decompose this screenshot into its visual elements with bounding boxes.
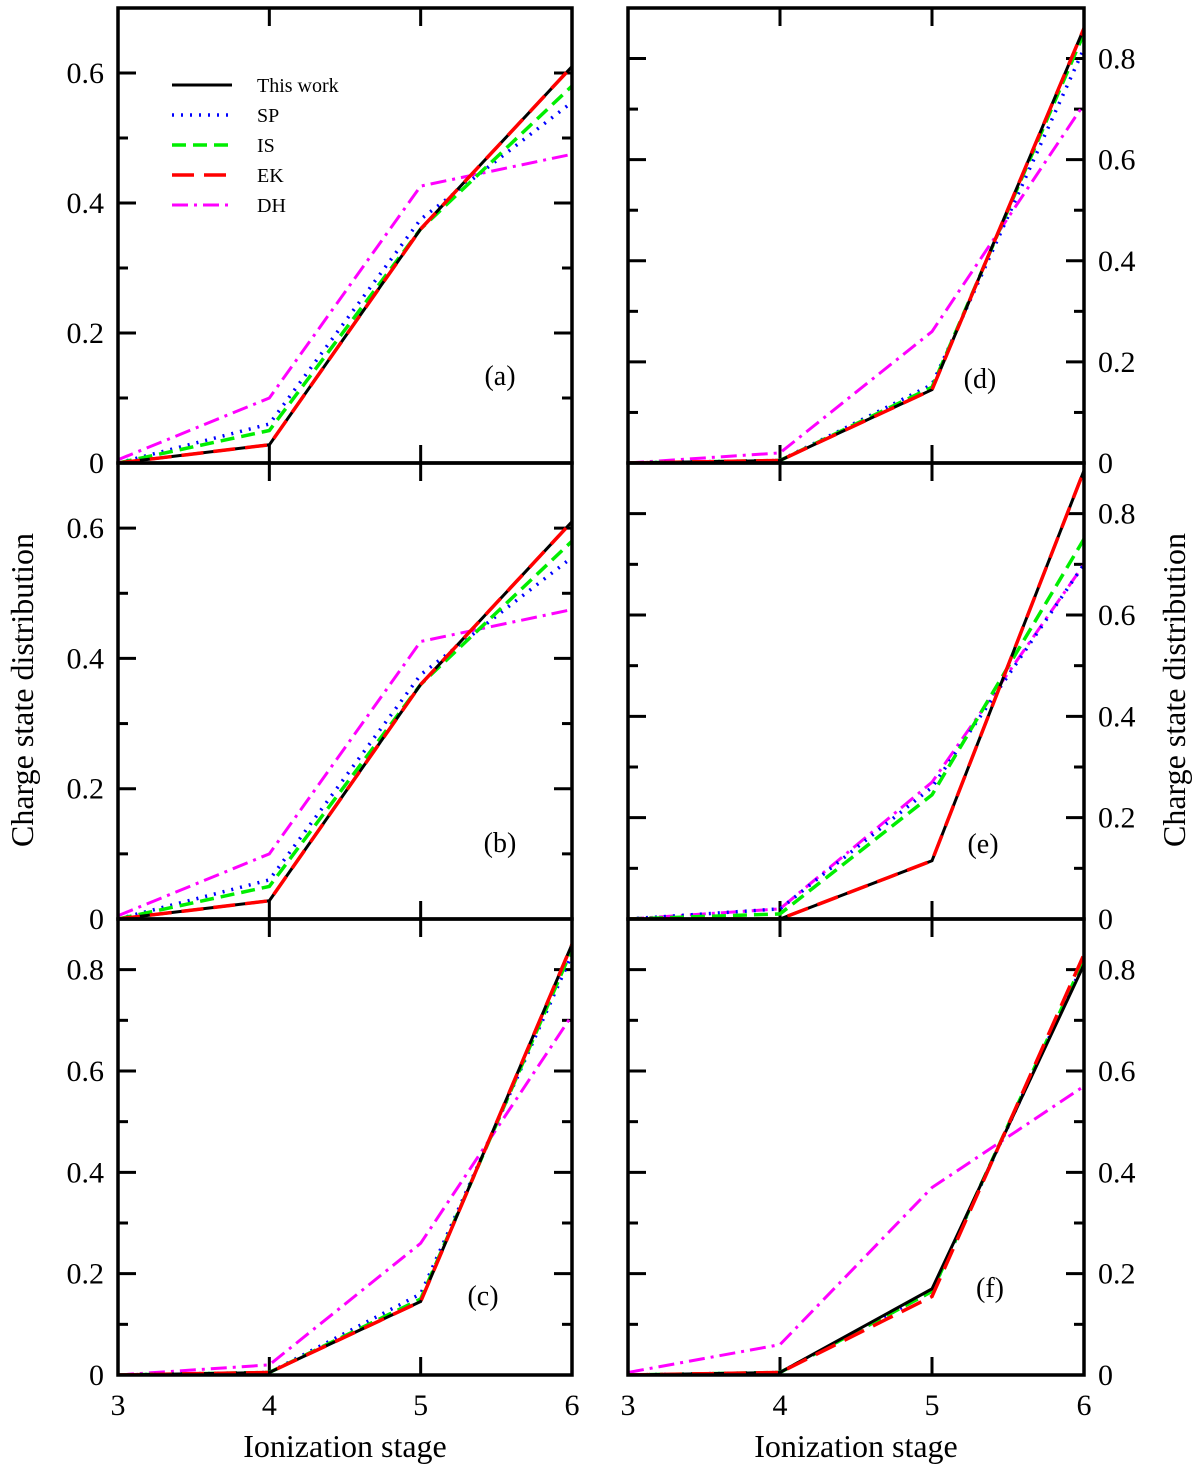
series-this-work (118, 520, 572, 919)
y-tick-label: 0.6 (1098, 1055, 1136, 1088)
y-tick-label: 0.2 (1098, 1258, 1136, 1291)
y-tick-label: 0.8 (1098, 43, 1136, 76)
x-axis-label: Ionization stage (754, 1428, 957, 1464)
series-sp (628, 563, 1084, 919)
y-tick-label: 0 (1098, 1359, 1113, 1392)
y-tick-label: 0.6 (67, 1055, 105, 1088)
panel-label: (d) (964, 364, 997, 395)
series-sp (628, 47, 1084, 463)
series-ek (118, 943, 572, 1375)
y-tick-label: 0.2 (1098, 346, 1136, 379)
series-is (118, 948, 572, 1375)
panel-d: 0 0.2 0.4 0.6 0.8 (d) (626, 6, 1136, 480)
panel-a: 0 0.2 0.4 0.6 (a) (67, 6, 574, 480)
y-tick-label: 0.2 (1098, 802, 1136, 835)
panel-c: 0 0.2 0.4 0.6 0.8 (c) 3 4 5 6 Ionization stage (67, 917, 580, 1464)
panel-frame (626, 917, 1086, 1377)
x-tick-label: 6 (565, 1389, 580, 1422)
y-tick-label: 0.2 (67, 773, 105, 806)
x-tick-label: 4 (773, 1389, 788, 1422)
panel-label: (c) (467, 1281, 498, 1312)
y-tick-label: 0.2 (67, 1258, 105, 1291)
y-axis-label-left: Charge state distribution (4, 533, 40, 847)
series-is (628, 32, 1084, 463)
x-tick-label: 4 (262, 1389, 277, 1422)
series-sp (118, 556, 572, 919)
series-dh (628, 103, 1084, 463)
panel-label: (b) (484, 828, 517, 859)
series-dh (118, 1014, 572, 1375)
y-tick-label: 0 (89, 1359, 104, 1392)
legend-label: SP (257, 105, 279, 127)
y-tick-label: 0.4 (67, 1156, 105, 1189)
series-ek (628, 469, 1084, 919)
series-ek (118, 65, 572, 463)
series-is (628, 958, 1084, 1375)
y-tick-label: 0.4 (67, 642, 105, 675)
series-this-work (628, 470, 1084, 919)
series-this-work (118, 65, 572, 463)
x-tick-label: 6 (1077, 1389, 1092, 1422)
y-tick-label: 0 (1098, 903, 1113, 936)
x-tick-label: 3 (621, 1389, 636, 1422)
series-dh (118, 152, 572, 462)
y-tick-label: 0 (89, 447, 104, 480)
series-dh (628, 1084, 1084, 1374)
series-sp (118, 953, 572, 1375)
y-tick-label: 0.6 (67, 57, 105, 90)
y-axis-label-right: Charge state distribution (1156, 533, 1192, 847)
panel-frame (116, 917, 574, 1377)
panel-label: (e) (967, 829, 998, 860)
x-tick-label: 5 (413, 1389, 428, 1422)
legend-label: DH (257, 195, 286, 217)
panel-e: 0 0.2 0.4 0.6 0.8 (e) (626, 461, 1136, 936)
series-this-work (628, 963, 1084, 1375)
panel-label: (f) (976, 1273, 1004, 1304)
series-this-work (118, 943, 572, 1375)
y-tick-label: 0.4 (1098, 245, 1136, 278)
y-tick-label: 0.4 (1098, 1156, 1136, 1189)
y-tick-label: 0 (89, 903, 104, 936)
panel-f: 0 0.2 0.4 0.6 0.8 (f) 3 4 5 6 Ionization stage (621, 917, 1136, 1464)
series-sp (628, 961, 1084, 1375)
series-ek (628, 953, 1084, 1375)
y-tick-label: 0.6 (1098, 599, 1136, 632)
series-this-work (628, 27, 1084, 463)
panel-label: (a) (484, 361, 515, 392)
y-tick-label: 0.4 (67, 187, 105, 220)
y-tick-label: 0.2 (67, 317, 105, 350)
series-is (118, 539, 572, 919)
series-ek (118, 520, 572, 919)
y-tick-label: 0.4 (1098, 700, 1136, 733)
x-axis-label: Ionization stage (243, 1428, 446, 1464)
panel-frame (626, 6, 1086, 465)
x-tick-label: 3 (111, 1389, 126, 1422)
panel-frame (116, 6, 574, 465)
y-tick-label: 0.8 (67, 954, 105, 987)
series-sp (118, 100, 572, 463)
series-dh (118, 608, 572, 918)
series-dh (628, 563, 1084, 919)
y-tick-label: 0 (1098, 447, 1113, 480)
series-is (628, 538, 1084, 919)
x-tick-label: 5 (925, 1389, 940, 1422)
y-tick-label: 0.6 (67, 512, 105, 545)
y-tick-label: 0.8 (1098, 954, 1136, 987)
legend: This work SP IS EK DH (172, 75, 339, 217)
legend-label: This work (257, 75, 339, 97)
legend-label: EK (257, 165, 284, 187)
series-ek (628, 27, 1084, 463)
y-tick-label: 0.6 (1098, 144, 1136, 177)
legend-label: IS (257, 135, 275, 157)
y-tick-label: 0.8 (1098, 498, 1136, 531)
series-is (118, 84, 572, 463)
panel-b: 0 0.2 0.4 0.6 (b) (67, 461, 574, 936)
panel-frame (626, 461, 1086, 921)
